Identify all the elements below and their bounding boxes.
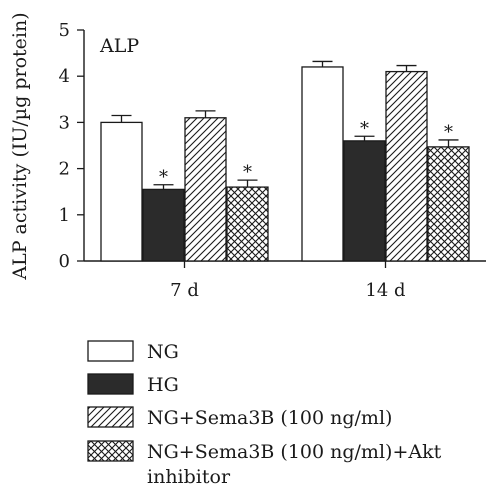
significance-star: *	[360, 118, 369, 139]
y-tick-label: 5	[59, 20, 70, 41]
legend-swatch	[87, 440, 134, 462]
significance-star: *	[159, 167, 168, 188]
bar	[142, 188, 185, 262]
y-tick-label: 2	[59, 159, 70, 180]
bars: * * * *	[100, 60, 470, 262]
legend-label: NG+Sema3B (100 ng/ml)+Akt	[147, 441, 442, 463]
bar	[226, 186, 269, 262]
legend-label: NG+Sema3B (100 ng/ml)	[147, 407, 392, 429]
significance-star: *	[243, 162, 252, 183]
legend-swatch	[87, 406, 134, 428]
bar	[301, 66, 344, 262]
y-axis-label: ALP activity (IU/µg protein)	[9, 12, 31, 280]
legend-label-continued: inhibitor	[147, 466, 231, 488]
bar	[427, 146, 470, 262]
legend-label: HG	[147, 374, 179, 396]
bar	[184, 117, 227, 262]
bar	[100, 121, 143, 262]
legend: NG HG NG+Sema3B (100 ng/ml) NG+Sema3B (100 …	[87, 340, 442, 488]
panel-label: ALP	[99, 35, 139, 57]
bar	[343, 140, 386, 262]
y-tick-label: 4	[59, 66, 70, 87]
legend-swatch	[87, 373, 134, 395]
significance-star: *	[444, 122, 453, 143]
y-tick-label: 0	[59, 251, 70, 272]
x-tick-label: 14 d	[365, 280, 405, 301]
legend-swatch	[87, 340, 134, 362]
bar	[385, 70, 428, 262]
y-tick-label: 3	[59, 112, 70, 133]
legend-label: NG	[147, 341, 179, 363]
x-tick-label: 7 d	[170, 280, 199, 301]
y-tick-label: 1	[59, 205, 70, 226]
